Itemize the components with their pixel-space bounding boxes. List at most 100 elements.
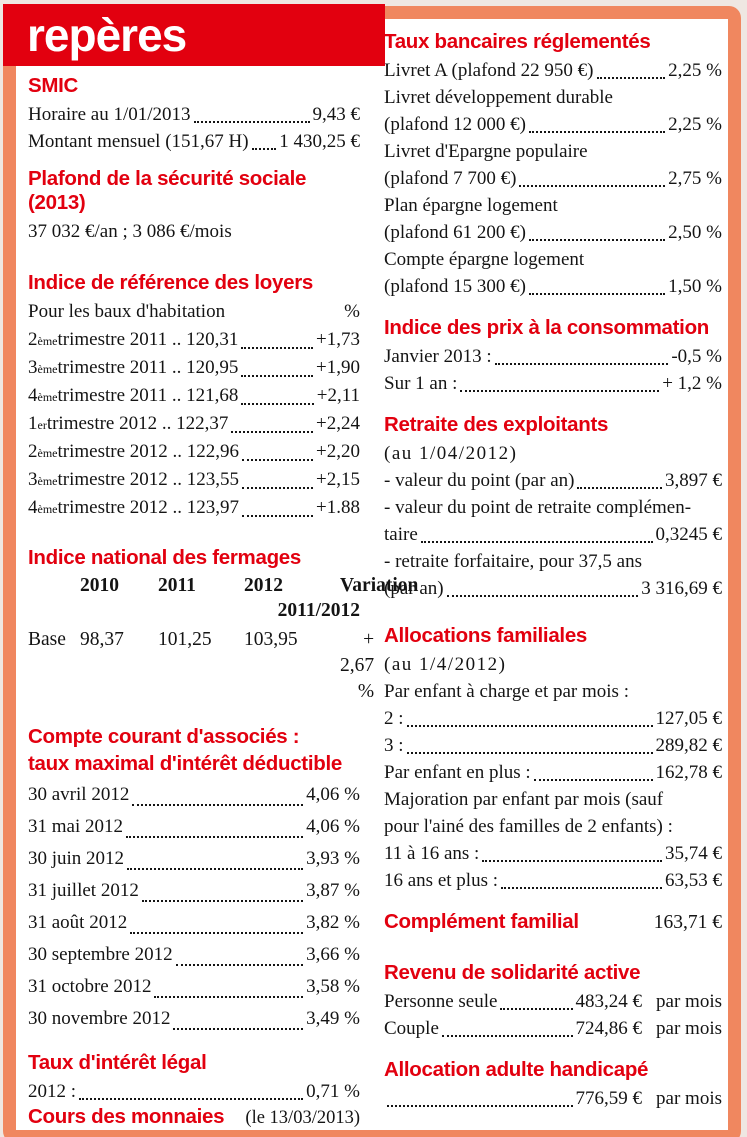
fermages-table-header: 2010 2011 2012 Variation [28, 573, 418, 599]
row-label: 31 août 2012 [28, 912, 128, 933]
data-row: Personne seule 483,24 € par mois [384, 988, 722, 1015]
row-value: 9,43 € [312, 104, 361, 125]
row-label: Base [28, 629, 66, 650]
dot-leader [500, 1008, 573, 1010]
row-label: taire [384, 524, 418, 545]
row-label: 2 : [384, 708, 404, 729]
row-label: Par enfant à charge et par mois : [384, 681, 629, 702]
row-ordinal: 1 [28, 413, 38, 434]
row-value: 483,24 € [575, 991, 643, 1012]
dot-leader [251, 148, 277, 150]
data-row: Montant mensuel (151,67 H) 1 430,25 € [28, 128, 360, 155]
data-row: 30 septembre 2012 3,66 % [28, 939, 360, 971]
row-label: - valeur du point de retraite complémen- [384, 497, 692, 518]
row-label: - retraite forfaitaire, pour 37,5 ans [384, 551, 642, 572]
dot-leader [441, 1035, 573, 1037]
row-label: 1 Euro = [28, 1132, 95, 1137]
row-label: 30 juin 2012 [28, 848, 125, 869]
section-title: Complément familial [384, 910, 579, 933]
dot-leader [406, 725, 653, 727]
dot-leader [387, 1105, 573, 1107]
row-value: 4,06 % [306, 816, 360, 837]
row-label: (plafond 61 200 €) [384, 222, 526, 243]
data-row: (plafond 7 700 €) 2,75 % [384, 165, 722, 192]
row-value: 289,82 € [655, 735, 723, 756]
row-value: -0,5 % [671, 346, 722, 367]
section-title: Allocation adulte handicapé [384, 1058, 649, 1081]
dot-leader [482, 860, 662, 862]
row-label: Personne seule [384, 991, 498, 1012]
row-value: +2,11 [316, 385, 360, 406]
variation-header: Variation [340, 575, 419, 596]
row-suffix: par mois [656, 1018, 722, 1039]
row-value: 163,71 € [653, 912, 722, 933]
row-value: 1,50 % [668, 276, 722, 297]
row-value: 3,897 € [665, 470, 722, 491]
row-value: +1.88 [316, 497, 360, 518]
row-label: Montant mensuel (151,67 H) [28, 131, 249, 152]
row-ordinal: 3 [28, 469, 38, 490]
data-row: - valeur du point (par an) 3,897 € [384, 467, 722, 494]
dot-leader [420, 541, 653, 543]
row-suffix: par mois [656, 1088, 722, 1109]
row-value: 127,05 € [655, 708, 723, 729]
row-label: Pour les baux d'habitation [28, 301, 226, 322]
row-value: 4,06 % [306, 784, 360, 805]
row-label: 2012 : [28, 1081, 77, 1102]
section-compte-courant: Compte courant d'associés : taux maximal… [28, 725, 360, 1035]
data-row: 11 à 16 ans : 35,74 € [384, 840, 722, 867]
section-title: Indice des prix à la consommation [384, 316, 710, 339]
row-value: 162,78 € [655, 762, 723, 783]
data-row: (plafond 12 000 €) 2,25 % [384, 111, 722, 138]
data-row: 2 ème trimestre 2012 .. 122,96 +2,20 [28, 438, 360, 466]
row-ordinal: 4 [28, 497, 38, 518]
data-row: (plafond 61 200 €) 2,50 % [384, 219, 722, 246]
dot-leader [528, 293, 666, 295]
row-ordinal: 4 [28, 385, 38, 406]
fermages-table-row: Base 98,37 101,25 103,95 + 2,67 % [28, 627, 374, 705]
section-subtitle: (au 1/04/2012) [384, 443, 518, 464]
dot-leader [501, 887, 662, 889]
row-ordinal: 2 [28, 441, 38, 462]
row-value: 3,66 % [306, 944, 360, 965]
data-row: pour l'ainé des familles de 2 enfants) : [384, 813, 722, 840]
dot-leader [533, 779, 653, 781]
row-value: + 1,2 % [662, 373, 722, 394]
row-value: +2,15 [316, 469, 360, 490]
data-row: 31 octobre 2012 3,58 % [28, 971, 360, 1003]
right-column: Taux bancaires réglementés Livret A (pla… [384, 30, 722, 1112]
section-allocations: Allocations familiales (au 1/4/2012) Par… [384, 624, 722, 894]
row-value: +2,24 [316, 413, 360, 434]
data-row: (plafond 15 300 €) 1,50 % [384, 273, 722, 300]
row-value: 37 032 €/an ; 3 086 €/mois [28, 221, 232, 242]
data-row: 1 er trimestre 2012 .. 122,37 +2,24 [28, 410, 360, 438]
data-row: 3 : 289,82 € [384, 732, 722, 759]
section-title: taux maximal d'intérêt déductible [28, 752, 342, 775]
table-cell: 98,37 [80, 629, 124, 650]
section-title: Indice de référence des loyers [28, 271, 313, 294]
section-taux-bancaires: Taux bancaires réglementés Livret A (pla… [384, 30, 722, 300]
table-cell: 103,95 [244, 629, 298, 650]
data-row: Livret A (plafond 22 950 €) 2,25 % [384, 57, 722, 84]
table-cell: 101,25 [158, 629, 212, 650]
section-retraite: Retraite des exploitants (au 1/04/2012) … [384, 413, 722, 602]
section-complement: Complément familial 163,71 € [384, 910, 722, 937]
row-label: Plan épargne logement [384, 195, 558, 216]
row-label: Sur 1 an : [384, 373, 458, 394]
row-label: 16 ans et plus : [384, 870, 498, 891]
data-row: Par enfant à charge et par mois : [384, 678, 722, 705]
section-smic: SMIC Horaire au 1/01/2013 9,43 € Montant… [28, 74, 360, 155]
data-row: 776,59 € par mois [384, 1085, 722, 1112]
reperes-banner: repères [3, 4, 385, 66]
row-label: 3 : [384, 735, 404, 756]
data-row: 31 mai 2012 4,06 % [28, 811, 360, 843]
data-row: 31 juillet 2012 3,87 % [28, 875, 360, 907]
row-suffix: par mois [656, 991, 722, 1012]
data-row: 30 avril 2012 4,06 % [28, 779, 360, 811]
data-row: Majoration par enfant par mois (sauf [384, 786, 722, 813]
section-fermages: Indice national des fermages 2010 2011 2… [28, 546, 418, 705]
page-title: repères [27, 9, 187, 61]
data-row: - retraite forfaitaire, pour 37,5 ans [384, 548, 722, 575]
section-title: Taux bancaires réglementés [384, 30, 651, 53]
unit-label: % [344, 301, 360, 322]
